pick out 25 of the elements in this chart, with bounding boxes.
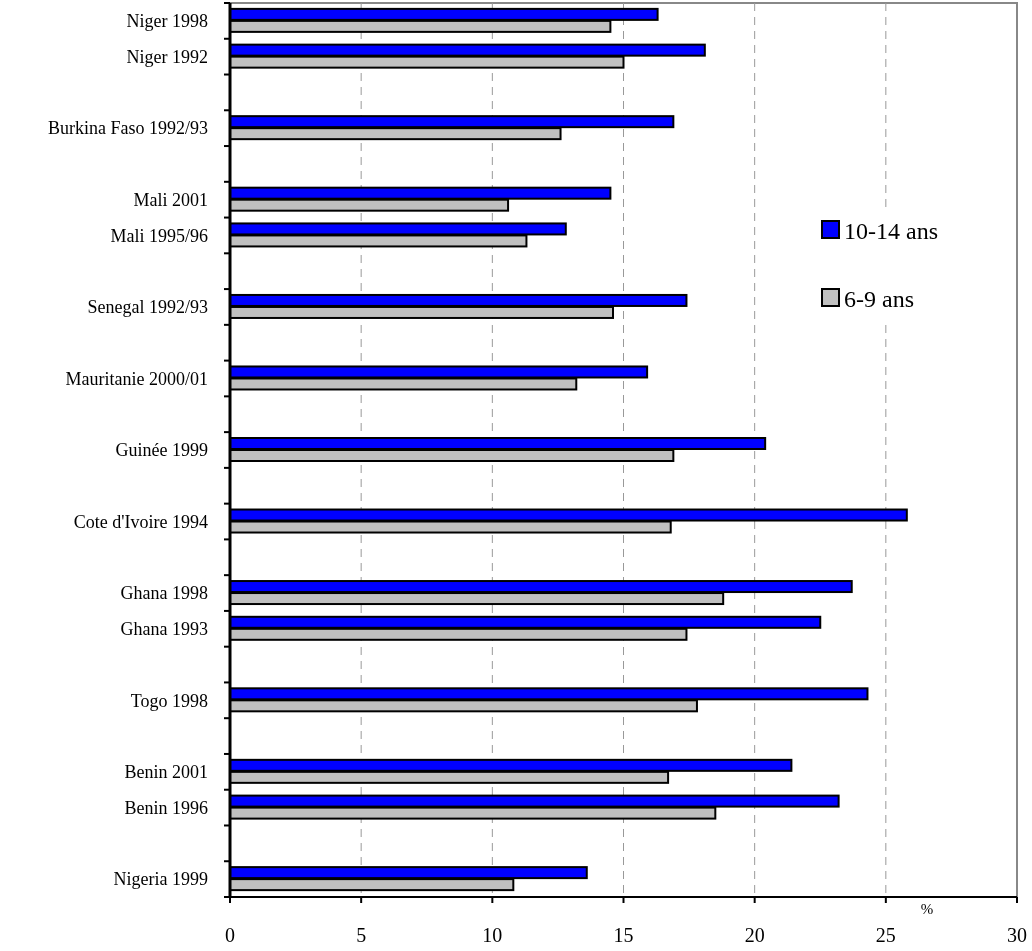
y-tick-label: Nigeria 1999 xyxy=(113,869,208,890)
x-tick-label: 5 xyxy=(356,924,367,946)
x-tick-label: 10 xyxy=(482,924,503,946)
y-tick-label: Senegal 1992/93 xyxy=(87,297,208,318)
y-tick-label: Niger 1992 xyxy=(126,46,208,67)
y-tick-label: Guinée 1999 xyxy=(115,440,208,461)
y-tick-label: Ghana 1998 xyxy=(120,583,208,604)
y-tick-label: Togo 1998 xyxy=(130,690,208,711)
legend-label: 6-9 ans xyxy=(844,286,914,312)
x-tick-label: 25 xyxy=(875,924,896,946)
x-tick-label: 0 xyxy=(225,924,235,946)
x-tick-label: 30 xyxy=(1007,924,1027,946)
y-tick-label: Cote d'Ivoire 1994 xyxy=(73,511,208,532)
x-axis-title: % xyxy=(920,901,934,917)
legend-label: 10-14 ans xyxy=(844,218,938,244)
y-tick-label: Ghana 1993 xyxy=(120,619,208,640)
y-tick-label: Niger 1998 xyxy=(126,11,208,32)
y-tick-label: Mauritanie 2000/01 xyxy=(65,368,208,389)
y-tick-label: Benin 2001 xyxy=(124,762,208,783)
y-tick-label: Burkina Faso 1992/93 xyxy=(48,118,208,139)
y-tick-label: Mali 2001 xyxy=(133,189,208,210)
x-tick-label: 15 xyxy=(613,924,634,946)
y-tick-label: Mali 1995/96 xyxy=(110,225,208,246)
y-tick-label: Benin 1996 xyxy=(124,797,208,818)
x-tick-label: 20 xyxy=(744,924,765,946)
